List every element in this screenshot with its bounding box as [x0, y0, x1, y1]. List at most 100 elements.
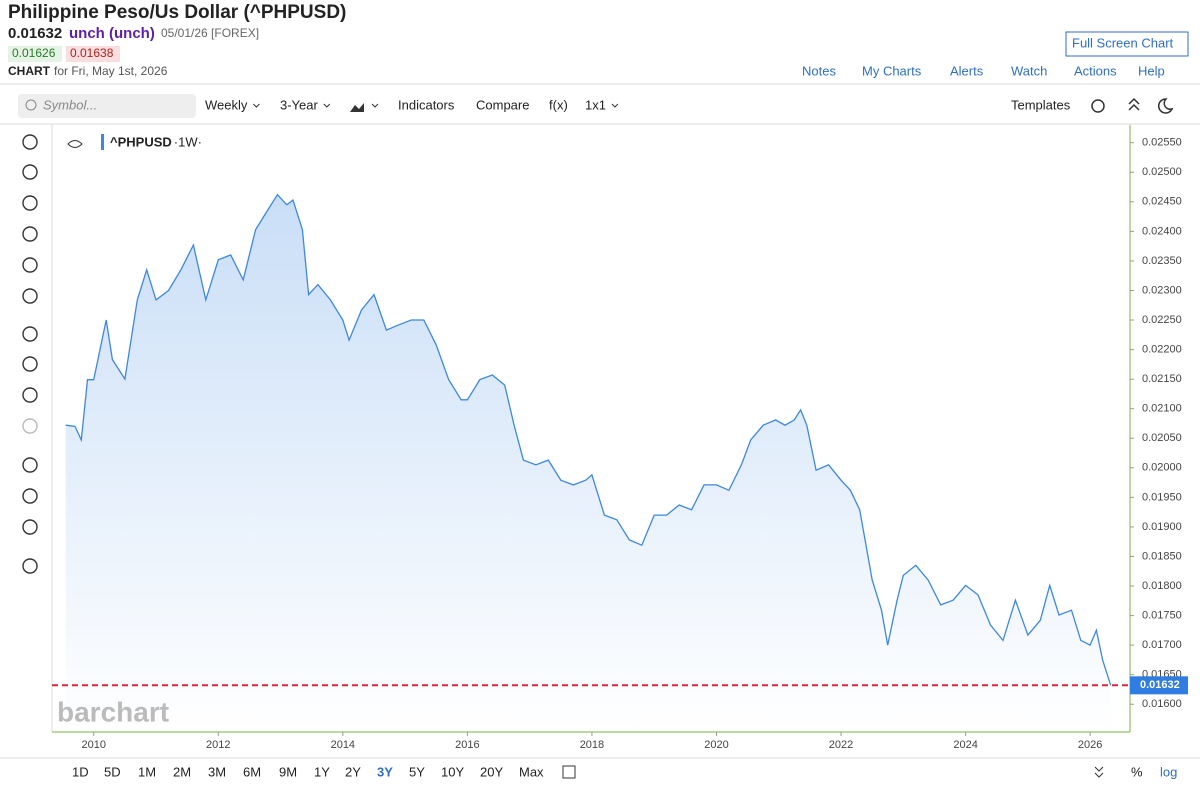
- period-button[interactable]: 3M: [208, 764, 226, 779]
- y-tick-label: 0.02250: [1142, 314, 1182, 326]
- price-line: [65, 193, 1112, 686]
- chart-date: for Fri, May 1st, 2026: [54, 64, 168, 78]
- period-button[interactable]: Max: [519, 764, 544, 779]
- tool-icon[interactable]: [22, 288, 38, 304]
- period-button[interactable]: 2Y: [345, 764, 361, 779]
- chart-label: CHART: [8, 64, 51, 78]
- scale-button[interactable]: log: [1160, 764, 1177, 779]
- tool-icon[interactable]: [22, 257, 38, 273]
- area: [65, 194, 1111, 732]
- full-screen-label[interactable]: Full Screen Chart: [1072, 35, 1174, 50]
- search-icon: [25, 99, 37, 111]
- header-link[interactable]: Watch: [1011, 63, 1047, 78]
- full-screen-button[interactable]: [1065, 31, 1189, 57]
- x-tick-label: 2010: [81, 739, 105, 751]
- ask: 0.01638: [70, 46, 114, 60]
- y-tick-label: 0.02000: [1142, 462, 1182, 474]
- tool-icon[interactable]: [22, 195, 38, 211]
- y-tick-label: 0.02350: [1142, 255, 1182, 267]
- header-link[interactable]: Help: [1138, 63, 1165, 78]
- toolbar-item[interactable]: Weekly: [205, 97, 248, 112]
- bid: 0.01626: [12, 46, 56, 60]
- title: Philippine Peso/Us Dollar (^PHPUSD): [8, 2, 346, 23]
- eye-icon: [67, 140, 83, 148]
- toolbar-item[interactable]: 1x1: [585, 97, 606, 112]
- period-button[interactable]: 1M: [138, 764, 156, 779]
- header-link[interactable]: My Charts: [862, 63, 922, 78]
- tool-icon[interactable]: [22, 418, 38, 434]
- y-tick-label: 0.02450: [1142, 196, 1182, 208]
- y-tick-label: 0.01850: [1142, 550, 1182, 562]
- caret: [611, 103, 619, 108]
- collapse-icon[interactable]: [1128, 97, 1140, 111]
- caret: [371, 103, 379, 108]
- x-tick-label: 2012: [206, 739, 230, 751]
- x-tick-label: 2020: [704, 739, 728, 751]
- tool-icon[interactable]: [22, 134, 38, 150]
- settings-icon[interactable]: [1091, 99, 1105, 113]
- x-tick-label: 2014: [331, 739, 355, 751]
- toolbar-item[interactable]: f(x): [549, 97, 568, 112]
- period-button[interactable]: 2M: [173, 764, 191, 779]
- y-tick-label: 0.02150: [1142, 373, 1182, 385]
- ask-box: [66, 46, 120, 62]
- period-button[interactable]: 6M: [243, 764, 261, 779]
- y-tick-label: 0.01700: [1142, 639, 1182, 651]
- calendar-icon[interactable]: [562, 765, 576, 779]
- bid-box: [8, 46, 62, 62]
- tool-icon[interactable]: [22, 558, 38, 574]
- y-tick-label: 0.02300: [1142, 284, 1182, 296]
- y-tick-label: 0.02100: [1142, 403, 1182, 415]
- templates[interactable]: Templates: [1011, 97, 1071, 112]
- period-button[interactable]: 1D: [72, 764, 89, 779]
- tool-icon[interactable]: [22, 356, 38, 372]
- symbol-placeholder[interactable]: Symbol...: [43, 97, 97, 112]
- period-button[interactable]: 10Y: [441, 764, 464, 779]
- tool-icon[interactable]: [22, 326, 38, 342]
- y-tick-label: 0.02500: [1142, 166, 1182, 178]
- collapse-icon[interactable]: [1094, 766, 1104, 778]
- y-tick-label: 0.02200: [1142, 344, 1182, 356]
- y-tick-label: 0.01600: [1142, 698, 1182, 710]
- toolbar-item[interactable]: Compare: [476, 97, 529, 112]
- tool-icon[interactable]: [22, 519, 38, 535]
- drawing-tools: [22, 134, 38, 574]
- tool-icon[interactable]: [22, 387, 38, 403]
- tool-icon[interactable]: [22, 164, 38, 180]
- y-tick-label: 0.01750: [1142, 609, 1182, 621]
- period-button[interactable]: 3Y: [377, 764, 393, 779]
- last-price-badge: [1130, 676, 1188, 695]
- scale-button[interactable]: %: [1131, 764, 1143, 779]
- caret: [323, 103, 331, 108]
- toolbar-item[interactable]: 3-Year: [280, 97, 318, 112]
- toolbar-item[interactable]: Indicators: [398, 97, 455, 112]
- period-button[interactable]: 1Y: [314, 764, 330, 779]
- header-link[interactable]: Notes: [802, 63, 836, 78]
- chart-type-icon[interactable]: [350, 103, 364, 112]
- period-button[interactable]: 9M: [279, 764, 297, 779]
- tool-icon[interactable]: [22, 226, 38, 242]
- change: unch (unch): [69, 25, 155, 42]
- y-tick-label: 0.02050: [1142, 432, 1182, 444]
- y-tick-label: 0.01900: [1142, 521, 1182, 533]
- period-button[interactable]: 20Y: [480, 764, 503, 779]
- legend-name: ^PHPUSD: [110, 134, 172, 149]
- period-button[interactable]: 5D: [104, 764, 121, 779]
- y-tick-label: 0.02550: [1142, 137, 1182, 149]
- symbol-input[interactable]: [18, 94, 196, 118]
- header-link[interactable]: Alerts: [950, 63, 984, 78]
- tool-icon[interactable]: [22, 457, 38, 473]
- period-button[interactable]: 5Y: [409, 764, 425, 779]
- last-price-label: 0.01632: [1140, 679, 1180, 691]
- x-tick-label: 2022: [829, 739, 853, 751]
- tool-icon[interactable]: [22, 488, 38, 504]
- x-tick-label: 2016: [455, 739, 479, 751]
- y-tick-label: 0.02400: [1142, 225, 1182, 237]
- caret: [253, 103, 260, 108]
- quote-date: 05/01/26 [FOREX]: [161, 26, 259, 40]
- x-tick-label: 2018: [580, 739, 604, 751]
- y-tick-label: 0.01800: [1142, 580, 1182, 592]
- header-link[interactable]: Actions: [1074, 63, 1117, 78]
- dark-mode-icon[interactable]: [1157, 98, 1174, 114]
